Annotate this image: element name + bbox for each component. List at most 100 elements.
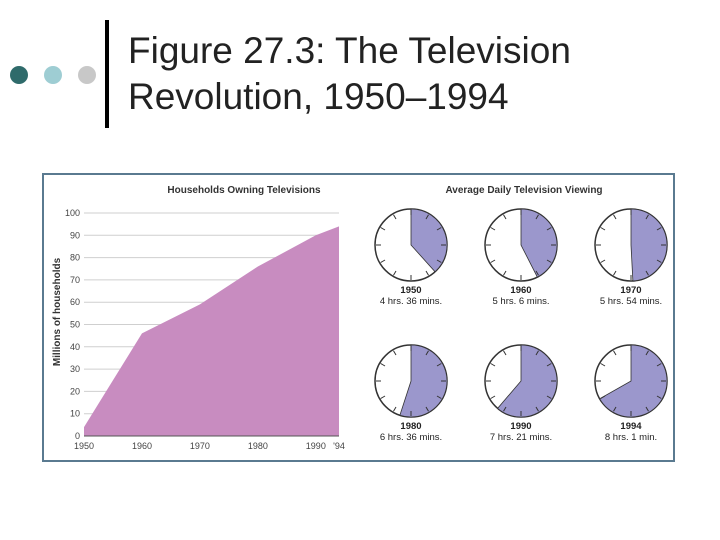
clock-tick	[490, 395, 496, 399]
clock-tick	[600, 227, 606, 231]
clock-tick	[425, 350, 429, 356]
clock-tick	[656, 259, 662, 263]
clock-tick	[613, 406, 617, 412]
clock-tick	[436, 395, 442, 399]
clock-tick	[535, 350, 539, 356]
x-tick-label: 1990	[306, 441, 326, 451]
clock-tick	[503, 270, 507, 276]
clock-tick	[393, 214, 397, 220]
clock-tick	[380, 395, 386, 399]
clock-tick	[645, 406, 649, 412]
clock-tick	[535, 406, 539, 412]
y-tick-label: 60	[70, 297, 80, 307]
clock-tick	[436, 259, 442, 263]
clock-tick	[546, 259, 552, 263]
clock-tick	[645, 214, 649, 220]
clock-tick	[490, 363, 496, 367]
y-tick-label: 90	[70, 230, 80, 240]
clock-duration-label: 8 hrs. 1 min.	[605, 432, 657, 443]
slide-title-line-2: Revolution, 1950–1994	[128, 76, 509, 117]
clocks-title: Average Daily Television Viewing	[445, 185, 602, 196]
viewing-slice	[599, 344, 668, 418]
area-series	[84, 226, 339, 436]
area-chart-title: Households Owning Televisions	[167, 185, 321, 196]
clock-tick	[503, 406, 507, 412]
clock-tick	[535, 270, 539, 276]
clock-tick	[393, 270, 397, 276]
clock-tick	[490, 227, 496, 231]
area-chart: 0 10 20 30 40 50 60 70 80 90 100 1950 1960 1970 1980 19…	[65, 208, 345, 451]
clock-tick	[546, 395, 552, 399]
y-tick-label: 40	[70, 342, 80, 352]
x-tick-label: 1950	[74, 441, 94, 451]
clock-tick	[656, 227, 662, 231]
x-tick-label: 1980	[248, 441, 268, 451]
clock-tick	[393, 350, 397, 356]
x-tick-label: 1960	[132, 441, 152, 451]
clock-year-label: 1950	[400, 285, 421, 296]
clock-tick	[436, 363, 442, 367]
clock-year-label: 1980	[400, 421, 421, 432]
decorative-bullets	[10, 66, 100, 86]
y-tick-label: 80	[70, 253, 80, 263]
clock-duration-label: 5 hrs. 54 mins.	[600, 296, 662, 307]
dot-dark	[10, 66, 28, 84]
viewing-slice	[410, 208, 448, 273]
slide-title: Figure 27.3: The Television Revolution, …	[128, 28, 571, 120]
title-divider	[105, 20, 109, 128]
clock-tick	[380, 227, 386, 231]
clock-tick	[645, 350, 649, 356]
clock-duration-label: 7 hrs. 21 mins.	[490, 432, 552, 443]
clock-tick	[656, 395, 662, 399]
clock-tick	[600, 363, 606, 367]
dot-gray	[78, 66, 96, 84]
y-tick-label: 20	[70, 386, 80, 396]
clock-year-label: 1990	[510, 421, 531, 432]
y-tick-label: 50	[70, 320, 80, 330]
clock-tick	[503, 214, 507, 220]
clock-tick	[600, 395, 606, 399]
clock-tick	[425, 270, 429, 276]
area-chart-y-label: Millions of households	[52, 257, 63, 366]
clock-tick	[425, 406, 429, 412]
x-tick-label: '94	[333, 441, 345, 451]
clock-duration-label: 5 hrs. 6 mins.	[492, 296, 549, 307]
clock-duration-label: 6 hrs. 36 mins.	[380, 432, 442, 443]
viewing-slice	[399, 344, 448, 418]
y-tick-label: 30	[70, 364, 80, 374]
clock-tick	[613, 270, 617, 276]
clock-tick	[380, 259, 386, 263]
y-tick-label: 10	[70, 409, 80, 419]
clock-tick	[613, 350, 617, 356]
x-tick-label: 1970	[190, 441, 210, 451]
clock-tick	[425, 214, 429, 220]
clock-tick	[436, 227, 442, 231]
clock-tick	[535, 214, 539, 220]
y-tick-label: 0	[75, 431, 80, 441]
clock-tick	[546, 227, 552, 231]
clock-year-label: 1970	[620, 285, 641, 296]
clock-tick	[600, 259, 606, 263]
clock-duration-label: 4 hrs. 36 mins.	[380, 296, 442, 307]
viewing-slice	[630, 208, 668, 282]
clock-tick	[380, 363, 386, 367]
clock-tick	[546, 363, 552, 367]
clock-tick	[656, 363, 662, 367]
clock-tick	[645, 270, 649, 276]
clock-tick	[393, 406, 397, 412]
clock-year-label: 1994	[620, 421, 642, 432]
y-tick-label: 70	[70, 275, 80, 285]
clock-tick	[613, 214, 617, 220]
clock-year-label: 1960	[510, 285, 531, 296]
viewing-slice	[497, 344, 558, 418]
clock-tick	[503, 350, 507, 356]
figure-svg: Households Owning Televisions Millions o…	[52, 185, 668, 451]
y-tick-label: 100	[65, 208, 80, 218]
figure-frame: Households Owning Televisions Millions o…	[42, 173, 675, 462]
clock-tick	[490, 259, 496, 263]
